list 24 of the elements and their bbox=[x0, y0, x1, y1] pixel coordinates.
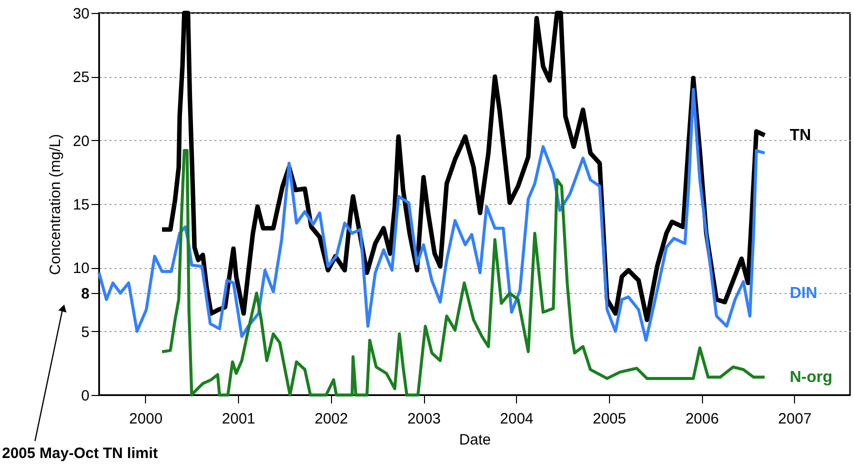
x-tick-label: 2005 bbox=[592, 410, 626, 428]
y-tick-label: 10 bbox=[72, 260, 90, 278]
x-axis-title: Date bbox=[459, 432, 491, 448]
series-label: TN bbox=[790, 127, 812, 144]
x-tick-label: 2004 bbox=[500, 410, 534, 428]
y-tick-label: 8 bbox=[81, 286, 90, 303]
y-tick-label: 15 bbox=[72, 196, 90, 214]
x-tick-label: 2006 bbox=[685, 410, 719, 428]
x-tick-label: 2000 bbox=[129, 410, 163, 428]
x-tick-label: 2007 bbox=[778, 410, 812, 428]
y-tick-label: 25 bbox=[72, 69, 90, 86]
text: 2005 May-Oct TN limit bbox=[2, 445, 158, 462]
y-tick-label: 20 bbox=[72, 132, 90, 150]
text: DIN bbox=[790, 285, 818, 302]
x-tick-label: 2001 bbox=[222, 410, 256, 428]
series-label: N-org bbox=[790, 369, 832, 386]
y-tick-label: 30 bbox=[72, 6, 90, 22]
line-series bbox=[98, 88, 766, 342]
y-tick-label: 5 bbox=[81, 324, 90, 341]
x-tick-label: 2003 bbox=[407, 410, 441, 428]
line-series bbox=[160, 149, 766, 396]
x-tick-label: 2002 bbox=[314, 410, 348, 428]
y-tick-label: 0 bbox=[81, 388, 90, 404]
y-axis-title: Concentration (mg/L) bbox=[46, 134, 64, 275]
